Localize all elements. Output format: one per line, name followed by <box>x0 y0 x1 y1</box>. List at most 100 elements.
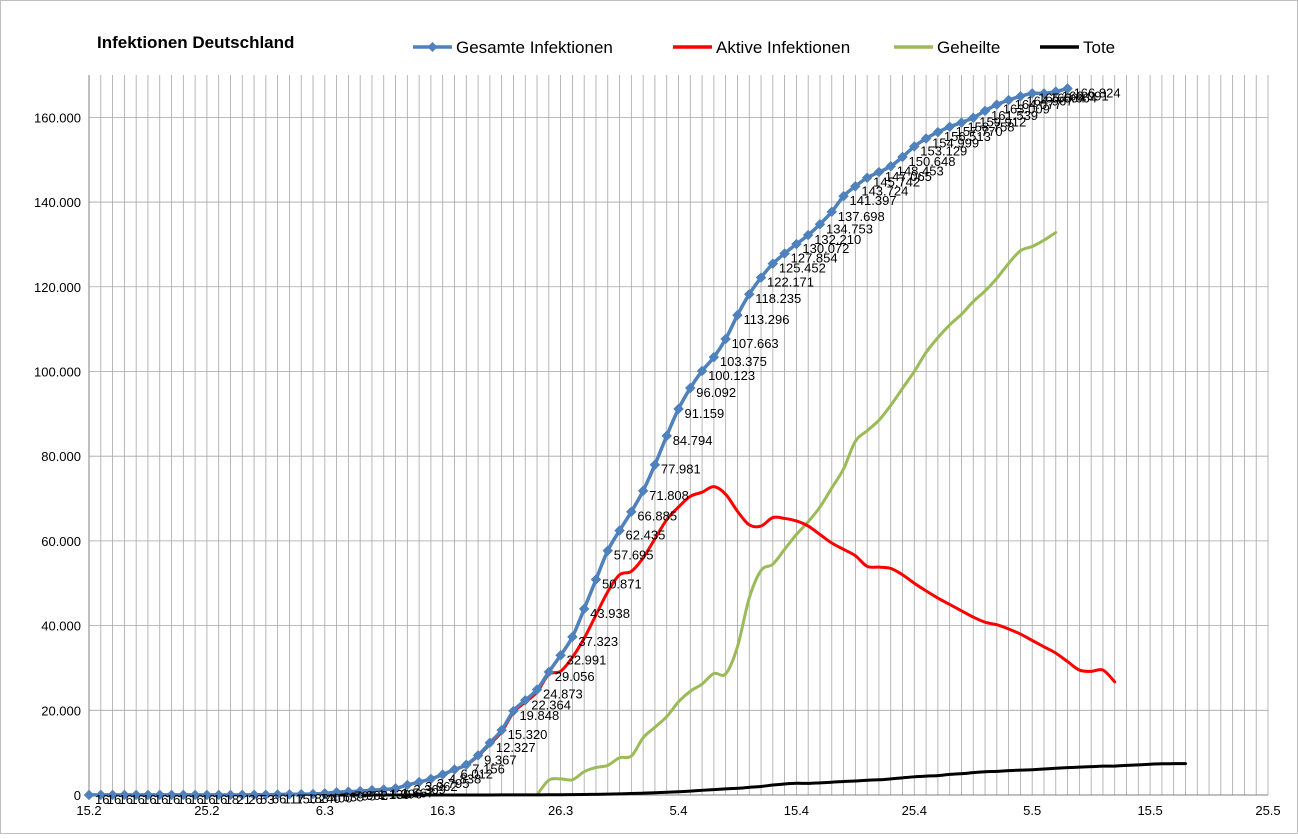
data-label-gesamte-infektionen: 4.838 <box>449 772 482 787</box>
data-point-gesamte-infektionen <box>449 764 460 775</box>
x-tick-label: 5.4 <box>669 803 687 818</box>
data-label-gesamte-infektionen: 16 <box>213 792 227 807</box>
data-label-gesamte-infektionen: 16 <box>201 792 215 807</box>
data-label-gesamte-infektionen: 96.092 <box>696 385 736 400</box>
series-line-tote <box>323 762 1187 797</box>
data-label-gesamte-infektionen: 91.159 <box>685 406 725 421</box>
data-point-gesamte-infektionen <box>1062 83 1073 94</box>
x-tick-label: 15.4 <box>784 803 809 818</box>
data-point-gesamte-infektionen <box>673 403 684 415</box>
data-point-gesamte-infektionen <box>319 787 331 799</box>
data-point-gesamte-infektionen <box>189 789 201 801</box>
data-point-gesamte-infektionen <box>425 773 437 785</box>
series-line-geheilte <box>535 231 1058 797</box>
data-point-gesamte-infektionen <box>343 786 354 797</box>
data-label-gesamte-infektionen: 19.848 <box>519 708 559 723</box>
data-label-gesamte-infektionen: 2.369 <box>413 782 446 797</box>
x-tick-label: 25.4 <box>902 803 927 818</box>
data-point-gesamte-infektionen <box>802 229 814 241</box>
data-point-gesamte-infektionen <box>861 172 873 184</box>
data-label-gesamte-infektionen: 125.452 <box>779 261 826 276</box>
data-point-gesamte-infektionen <box>684 382 696 394</box>
data-point-gesamte-infektionen <box>767 258 779 270</box>
y-tick-label: 80.000 <box>41 449 81 464</box>
legend-marker-gesamte-infektionen <box>427 42 438 52</box>
data-label-gesamte-infektionen: 240 <box>319 791 341 806</box>
data-point-gesamte-infektionen <box>295 788 307 800</box>
data-label-gesamte-infektionen: 16 <box>166 792 180 807</box>
data-point-gesamte-infektionen <box>637 485 649 497</box>
data-label-gesamte-infektionen: 118.235 <box>755 291 801 306</box>
data-label-gesamte-infektionen: 16 <box>130 792 144 807</box>
data-point-gesamte-infektionen <box>354 785 366 797</box>
data-point-gesamte-infektionen <box>437 769 449 780</box>
data-label-gesamte-infektionen: 141.397 <box>850 193 897 208</box>
data-point-gesamte-infektionen <box>967 112 979 124</box>
data-point-gesamte-infektionen <box>119 789 130 801</box>
data-label-gesamte-infektionen: 16 <box>142 792 156 807</box>
data-point-gesamte-infektionen <box>201 789 213 801</box>
data-label-gesamte-infektionen: 154.999 <box>932 136 979 151</box>
data-point-gesamte-infektionen <box>272 789 283 800</box>
data-label-gesamte-infektionen: 902 <box>366 788 388 803</box>
data-label-gesamte-infektionen: 84.794 <box>673 433 713 448</box>
data-point-gesamte-infektionen <box>236 789 248 801</box>
data-label-gesamte-infektionen: 117 <box>284 792 305 807</box>
data-point-gesamte-infektionen <box>366 784 378 796</box>
data-point-gesamte-infektionen <box>838 190 849 202</box>
data-label-gesamte-infektionen: 148.453 <box>897 163 944 178</box>
data-point-gesamte-infektionen <box>661 430 673 442</box>
y-tick-label: 120.000 <box>34 280 81 295</box>
data-point-gesamte-infektionen <box>567 631 578 643</box>
data-label-gesamte-infektionen: 50.871 <box>602 577 642 592</box>
data-point-gesamte-infektionen <box>944 121 956 133</box>
x-tick-label: 15.5 <box>1137 803 1162 818</box>
data-label-gesamte-infektionen: 12.327 <box>496 740 536 755</box>
data-point-gesamte-infektionen <box>472 749 484 761</box>
data-point-gesamte-infektionen <box>920 133 932 144</box>
data-label-gesamte-infektionen: 122.171 <box>767 275 814 290</box>
data-label-gesamte-infektionen: 16 <box>154 792 168 807</box>
data-point-gesamte-infektionen <box>826 206 838 218</box>
data-label-gesamte-infektionen: 134.753 <box>826 221 873 236</box>
data-label-gesamte-infektionen: 71.808 <box>649 488 689 503</box>
data-point-gesamte-infektionen <box>460 759 472 771</box>
data-point-gesamte-infektionen <box>130 789 142 801</box>
data-label-gesamte-infektionen: 127.854 <box>791 251 838 266</box>
x-tick-label: 6.3 <box>316 803 334 818</box>
data-label-gesamte-infektionen: 7.156 <box>472 762 505 777</box>
data-point-gesamte-infektionen <box>578 603 590 615</box>
data-label-gesamte-infektionen: 66 <box>272 792 286 807</box>
data-label-gesamte-infektionen: 166.824 <box>1074 85 1121 100</box>
data-label-gesamte-infektionen: 16 <box>189 792 203 807</box>
data-point-gesamte-infektionen <box>484 737 496 749</box>
data-label-gesamte-infektionen: 15.320 <box>508 727 548 742</box>
data-point-gesamte-infektionen <box>154 789 166 801</box>
data-point-gesamte-infektionen <box>496 724 508 736</box>
data-label-gesamte-infektionen: 159.912 <box>979 115 1026 130</box>
data-point-gesamte-infektionen <box>401 779 413 791</box>
data-label-gesamte-infektionen: 16 <box>95 792 109 807</box>
data-label-gesamte-infektionen: 157.770 <box>956 124 1003 139</box>
x-tick-label: 15.2 <box>76 803 101 818</box>
data-label-gesamte-infektionen: 150.648 <box>909 154 956 169</box>
data-point-gesamte-infektionen <box>956 117 967 128</box>
x-tick-label: 25.5 <box>1255 803 1280 818</box>
data-label-gesamte-infektionen: 16 <box>119 792 133 807</box>
data-point-gesamte-infektionen <box>543 666 555 678</box>
data-label-gesamte-infektionen: 29.056 <box>555 669 595 684</box>
data-point-gesamte-infektionen <box>696 365 708 377</box>
data-label-gesamte-infektionen: 165.664 <box>1038 90 1085 105</box>
data-label-gesamte-infektionen: 150 <box>295 791 317 806</box>
data-label-gesamte-infektionen: 158.758 <box>967 120 1014 135</box>
data-point-gesamte-infektionen <box>331 786 342 798</box>
data-point-gesamte-infektionen <box>519 694 531 706</box>
data-point-gesamte-infektionen <box>908 141 920 152</box>
chart-title: Infektionen Deutschland <box>97 33 294 52</box>
data-label-gesamte-infektionen: 188 <box>307 791 329 806</box>
data-label-gesamte-infektionen: 143.724 <box>861 183 908 198</box>
data-label-gesamte-infektionen: 147.065 <box>885 169 932 184</box>
data-point-gesamte-infektionen <box>1050 86 1062 97</box>
